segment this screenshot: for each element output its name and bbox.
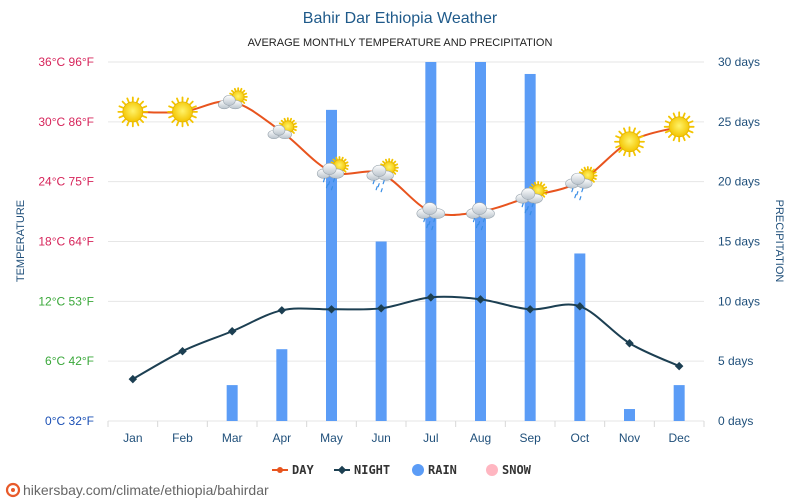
x-axis-ticks: Jan Feb Mar Apr May Jun Jul Aug Sep Oct Nov Dec bbox=[123, 431, 690, 445]
rain-bar bbox=[375, 241, 387, 421]
cloud-rain-sun-icon bbox=[366, 158, 399, 193]
rain-bar bbox=[524, 73, 536, 421]
legend-marker bbox=[412, 464, 424, 476]
night-temperature-line bbox=[128, 293, 684, 384]
x-tick-label: Jan bbox=[123, 431, 142, 445]
left-tick-label: 6°C 42°F bbox=[45, 354, 94, 368]
left-tick-label: 24°C 75°F bbox=[38, 175, 94, 189]
legend-item-night[interactable]: NIGHT bbox=[334, 463, 390, 477]
night-point bbox=[327, 305, 336, 314]
night-point bbox=[674, 361, 684, 371]
legend-label: RAIN bbox=[428, 463, 457, 477]
right-tick-label: 20 days bbox=[718, 175, 760, 189]
rain-bars bbox=[226, 62, 685, 421]
night-line-path bbox=[132, 295, 680, 380]
cloud-rain-icon bbox=[466, 202, 495, 231]
rain-bar bbox=[574, 253, 586, 421]
chart-subtitle: AVERAGE MONTHLY TEMPERATURE AND PRECIPIT… bbox=[248, 37, 553, 49]
cloud-rain-sun-icon bbox=[515, 181, 548, 216]
x-tick-label: Jun bbox=[371, 431, 390, 445]
location-pin-icon bbox=[5, 482, 21, 498]
left-tick-label: 18°C 64°F bbox=[38, 235, 94, 249]
night-point bbox=[625, 338, 634, 348]
legend-item-snow[interactable]: SNOW bbox=[486, 463, 532, 477]
right-tick-label: 30 days bbox=[718, 55, 760, 69]
right-tick-label: 25 days bbox=[718, 115, 760, 129]
x-tick-label: Nov bbox=[619, 431, 640, 445]
legend-label: DAY bbox=[292, 463, 314, 477]
cloud-rain-sun-icon bbox=[565, 166, 598, 201]
night-point bbox=[525, 305, 535, 314]
x-tick-label: Jul bbox=[423, 431, 438, 445]
legend: DAY NIGHT RAIN SNOW bbox=[272, 463, 532, 477]
x-tick-label: Apr bbox=[272, 431, 291, 445]
rain-bar bbox=[475, 62, 486, 421]
right-tick-label: 10 days bbox=[718, 294, 760, 308]
sun-icon bbox=[167, 96, 198, 128]
rain-bar bbox=[673, 385, 685, 421]
legend-marker bbox=[277, 467, 283, 473]
night-point bbox=[426, 293, 436, 302]
day-temperature-line bbox=[129, 98, 683, 217]
x-tick-label: Oct bbox=[570, 431, 589, 445]
right-axis-title: PRECIPITATION bbox=[773, 200, 785, 283]
credit[interactable]: hikersbay.com/climate/ethiopia/bahirdar bbox=[5, 482, 269, 498]
night-point bbox=[178, 346, 187, 356]
night-point bbox=[227, 327, 237, 336]
cloud-rain-icon bbox=[416, 202, 446, 231]
night-point bbox=[376, 304, 386, 313]
partly-cloudy-icon bbox=[267, 117, 298, 140]
right-tick-label: 15 days bbox=[718, 235, 760, 249]
chart-title: Bahir Dar Ethiopia Weather bbox=[303, 10, 498, 27]
legend-item-rain[interactable]: RAIN bbox=[412, 463, 457, 477]
night-point bbox=[128, 374, 138, 384]
x-tick-label: Dec bbox=[668, 431, 689, 445]
x-tick-label: Aug bbox=[470, 431, 491, 445]
legend-label: NIGHT bbox=[354, 463, 390, 477]
left-axis-ticks: 0°C 32°F 6°C 42°F 12°C 53°F 18°C 64°F 24°C 7… bbox=[38, 55, 94, 428]
weather-icons bbox=[117, 87, 695, 231]
rain-bar bbox=[276, 349, 288, 421]
credit-link[interactable]: hikersbay.com/climate/ethiopia/bahirdar bbox=[23, 482, 269, 498]
legend-marker bbox=[486, 464, 498, 476]
night-point bbox=[575, 302, 585, 311]
rain-bar bbox=[624, 409, 635, 421]
legend-marker bbox=[337, 465, 347, 475]
x-tick-label: Feb bbox=[172, 431, 193, 445]
day-line-path bbox=[132, 100, 680, 217]
grid-lines bbox=[107, 61, 705, 427]
left-axis-title: TEMPERATURE bbox=[15, 200, 27, 282]
left-tick-label: 30°C 86°F bbox=[38, 115, 94, 129]
right-axis-ticks: 0 days 5 days 10 days 15 days 20 days 25 days… bbox=[718, 55, 760, 428]
cloud-rain-sun-icon bbox=[316, 156, 350, 191]
partly-cloudy-icon bbox=[217, 87, 248, 110]
sun-icon bbox=[117, 96, 149, 128]
rain-bar bbox=[425, 62, 437, 421]
left-tick-label: 12°C 53°F bbox=[38, 294, 94, 308]
sun-icon bbox=[663, 111, 695, 143]
x-tick-label: Sep bbox=[519, 431, 541, 445]
legend-label: SNOW bbox=[502, 463, 532, 477]
rain-bar bbox=[326, 109, 337, 421]
legend-item-day[interactable]: DAY bbox=[272, 463, 314, 477]
x-tick-label: Mar bbox=[222, 431, 243, 445]
x-tick-label: May bbox=[320, 431, 343, 445]
night-point bbox=[277, 306, 287, 315]
right-tick-label: 0 days bbox=[718, 414, 753, 428]
night-point bbox=[476, 295, 485, 304]
location-pin-dot-icon bbox=[11, 488, 15, 492]
left-tick-label: 0°C 32°F bbox=[45, 414, 94, 428]
sun-icon bbox=[614, 126, 645, 158]
rain-bar bbox=[226, 385, 238, 421]
left-tick-label: 36°C 96°F bbox=[38, 55, 94, 69]
right-tick-label: 5 days bbox=[718, 354, 753, 368]
